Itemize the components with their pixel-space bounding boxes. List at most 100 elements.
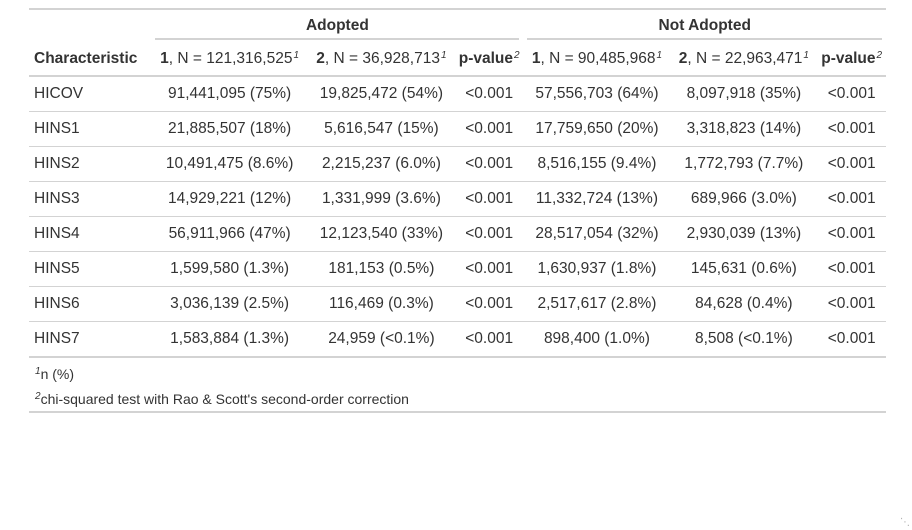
footnote: 2chi-squared test with Rao & Scott's sec… [29,386,886,412]
col-not-adopted-group-1-header: 1, N = 90,485,9681 [523,43,671,77]
table-cell: 116,469 (0.3%) [307,286,455,322]
table-cell: 1,331,999 (3.6%) [307,181,455,217]
col-adopted-p-value-header: p-value2 [454,43,524,77]
table-cell: 1,630,937 (1.8%) [523,251,671,287]
table-cell: 2,930,039 (13%) [670,216,818,252]
characteristic-header: Characteristic [29,43,152,77]
footnote-mark: 1 [803,50,809,61]
row-label: HICOV [34,85,84,102]
group-number: 1 [160,50,169,67]
p-value-cell: <0.001 [817,251,886,287]
spanner-header-row: Adopted Not Adopted [29,9,886,43]
spanner-empty [29,9,151,43]
p-value-label: p-value [821,50,876,67]
table-cell: 1,583,884 (1.3%) [151,321,308,357]
footnote-text: n (%) [40,365,75,382]
p-value-cell: <0.001 [817,321,886,357]
row-label: HINS5 [29,251,152,287]
table-cell: 145,631 (0.6%) [670,251,818,287]
footnote-mark: 1 [293,50,300,61]
p-value-cell: <0.001 [817,181,886,217]
footnote-text: chi-squared test with Rao & Scott's seco… [40,390,409,407]
table-cell: 14,929,221 (12%) [151,181,308,217]
n-count: , N = 90,485,968 [540,50,656,67]
col-not-adopted-p-value-header: p-value2 [817,43,886,77]
p-value-cell: <0.001 [454,111,524,147]
footnote-mark: 2 [876,50,883,61]
spanner-not-adopted-label: Not Adopted [527,17,882,40]
footnote-mark: 2 [514,50,520,61]
p-value-cell: <0.001 [817,286,886,322]
table-row: HINS1 21,885,507 (18%) 5,616,547 (15%) <… [29,111,886,147]
table-cell: 19,825,472 (54%) [319,85,444,102]
table-cell: 11,332,724 (13%) [523,181,671,217]
table-cell: 898,400 (1.0%) [523,321,671,357]
n-count: , N = 36,928,713 [324,50,440,67]
table-cell: 689,966 (3.0%) [670,181,818,217]
footnote-row: 2chi-squared test with Rao & Scott's sec… [29,386,886,412]
table-cell: 2,215,237 (6.0%) [307,146,455,182]
footnote-mark: 1 [440,50,447,61]
spanner-adopted: Adopted [151,9,523,43]
n-count: , N = 22,963,471 [687,50,803,67]
p-value-cell: <0.001 [465,85,514,102]
table-row: HINS2 10,491,475 (8.6%) 2,215,237 (6.0%)… [29,146,886,182]
summary-table: Adopted Not Adopted Characteristic 1, N … [29,8,886,413]
footnote-mark: 1 [656,50,663,61]
table-row: HINS5 1,599,580 (1.3%) 181,153 (0.5%) <0… [29,251,886,287]
p-value-cell: <0.001 [454,146,524,182]
p-value-cell: <0.001 [454,286,524,322]
table-cell: 57,556,703 (64%) [535,85,659,102]
footnote-mark: 2 [35,390,41,402]
footnote-mark: 1 [35,365,41,377]
table-row: HINS7 1,583,884 (1.3%) 24,959 (<0.1%) <0… [29,321,886,357]
row-label: HINS6 [29,286,152,322]
table-cell: 3,318,823 (14%) [670,111,818,147]
spanner-not-adopted: Not Adopted [523,9,886,43]
col-adopted-group-2-header: 2, N = 36,928,7131 [307,43,455,77]
table-footnotes: 1n (%) 2chi-squared test with Rao & Scot… [29,356,886,412]
p-value-cell: <0.001 [454,251,524,287]
table-cell: 17,759,650 (20%) [523,111,671,147]
row-label: HINS3 [29,181,152,217]
group-number: 2 [316,50,325,67]
p-value-label: p-value [458,50,514,67]
table-cell: 3,036,139 (2.5%) [151,286,308,322]
group-number: 1 [531,50,541,67]
table-row: HINS6 3,036,139 (2.5%) 116,469 (0.3%) <0… [29,286,886,322]
row-label: HINS1 [29,111,152,147]
footnote: 1n (%) [29,356,886,386]
table-cell: 8,516,155 (9.4%) [523,146,671,182]
table-cell: 91,441,095 (75%) [167,85,292,102]
table-row: HICOV 91,441,095 (75%) 19,825,472 (54%) … [29,76,886,112]
footnote-row: 1n (%) [29,356,886,386]
p-value-cell: <0.001 [454,216,524,252]
col-adopted-group-1-header: 1, N = 121,316,5251 [151,43,308,77]
p-value-cell: <0.001 [454,181,524,217]
row-label: HINS4 [29,216,152,252]
table-cell: 8,508 (<0.1%) [670,321,818,357]
group-number: 2 [678,50,688,67]
table-cell: 8,097,918 (35%) [686,85,802,102]
p-value-cell: <0.001 [454,321,524,357]
table-cell: 1,599,580 (1.3%) [151,251,308,287]
table-cell: 12,123,540 (33%) [307,216,455,252]
table-cell: 84,628 (0.4%) [670,286,818,322]
n-count: , N = 121,316,525 [168,50,293,67]
spanner-adopted-label: Adopted [155,17,520,40]
table-cell: 24,959 (<0.1%) [307,321,455,357]
table-row: HINS3 14,929,221 (12%) 1,331,999 (3.6%) … [29,181,886,217]
table-row: HINS4 56,911,966 (47%) 12,123,540 (33%) … [29,216,886,252]
summary-table-container: Adopted Not Adopted Characteristic 1, N … [29,8,886,413]
table-cell: 1,772,793 (7.7%) [670,146,818,182]
resize-handle-icon[interactable]: ⋱ [900,517,910,528]
row-label: HINS2 [29,146,152,182]
table-cell: 56,911,966 (47%) [151,216,308,252]
table-body: HICOV 91,441,095 (75%) 19,825,472 (54%) … [29,76,886,357]
table-cell: 181,153 (0.5%) [307,251,455,287]
table-cell: 10,491,475 (8.6%) [151,146,308,182]
column-header-row: Characteristic 1, N = 121,316,5251 2, N … [29,43,886,77]
table-cell: 5,616,547 (15%) [307,111,455,147]
row-label: HINS7 [29,321,152,357]
p-value-cell: <0.001 [817,216,886,252]
